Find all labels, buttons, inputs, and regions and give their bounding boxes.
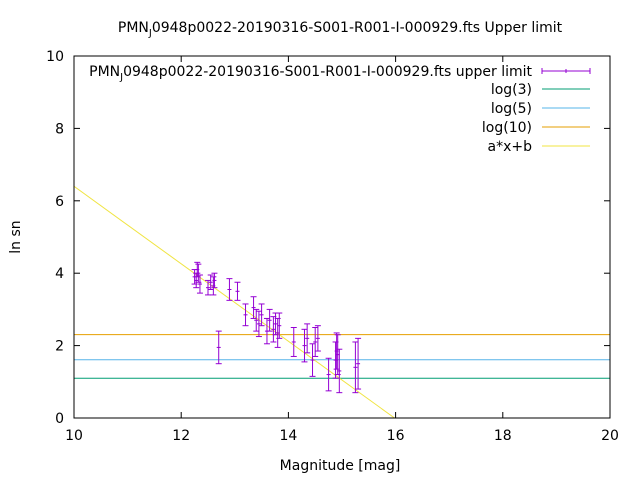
y-tick-label: 4	[55, 266, 64, 282]
x-axis-label: Magnitude [mag]	[280, 458, 401, 474]
y-tick-label: 10	[46, 49, 64, 65]
data-point	[242, 303, 249, 327]
chart-title: PMNJ0948p0022-20190316-S001-R001-I-00092…	[118, 20, 563, 39]
fit-line	[74, 185, 395, 418]
x-tick-label: 14	[279, 428, 297, 444]
data-point	[333, 332, 340, 370]
data-point	[253, 308, 260, 332]
x-tick-label: 20	[601, 428, 619, 444]
axes: 10 12 14 16 18 20 0 2 4 6 8 10	[46, 49, 619, 444]
x-tick-label: 10	[65, 428, 83, 444]
data-point	[266, 308, 273, 332]
y-tick-label: 6	[55, 194, 64, 210]
data-point	[325, 357, 332, 392]
data-point	[211, 272, 218, 289]
legend-label: log(10)	[482, 120, 532, 136]
data-point	[205, 279, 211, 296]
plot-frame	[73, 55, 611, 419]
data-point	[352, 341, 359, 394]
chart-title-sub: J	[148, 28, 152, 39]
data-point	[301, 328, 308, 363]
data-point	[276, 312, 283, 339]
data-point	[258, 303, 265, 327]
legend-label: PMNJ0948p0022-20190316-S001-R001-I-00092…	[89, 64, 532, 83]
data-point	[312, 327, 319, 357]
y-tick-label: 2	[55, 339, 64, 355]
legend-label-pre: PMN	[89, 64, 120, 80]
data-point	[215, 330, 222, 365]
legend: PMNJ0948p0022-20190316-S001-R001-I-00092…	[89, 64, 591, 155]
data-point	[355, 337, 362, 390]
chart-title-post: 0948p0022-20190316-S001-R001-I-000929.ft…	[152, 20, 563, 36]
legend-label-sub: J	[119, 72, 123, 83]
y-tick-label: 8	[55, 121, 64, 137]
x-tick-label: 12	[172, 428, 190, 444]
y-axis-label: ln sn	[8, 220, 24, 253]
y-tick-label: 0	[55, 411, 64, 427]
chart-title-pre: PMN	[118, 20, 149, 36]
plot-data	[74, 185, 610, 418]
x-tick-label: 16	[387, 428, 405, 444]
legend-label: a*x+b	[488, 139, 533, 155]
data-point	[309, 343, 316, 377]
legend-label: log(3)	[491, 82, 532, 98]
data-point	[336, 348, 343, 394]
data-point	[250, 296, 257, 319]
data-point	[196, 274, 203, 294]
data-point	[314, 325, 321, 352]
data-point	[226, 278, 233, 301]
data-point	[290, 327, 297, 357]
data-point	[207, 274, 214, 290]
legend-label: log(5)	[491, 101, 532, 117]
data-point	[304, 323, 311, 354]
data-point	[234, 281, 241, 301]
x-tick-label: 18	[494, 428, 512, 444]
legend-label-post: 0948p0022-20190316-S001-R001-I-000929.ft…	[123, 64, 532, 80]
data-point	[255, 310, 262, 338]
